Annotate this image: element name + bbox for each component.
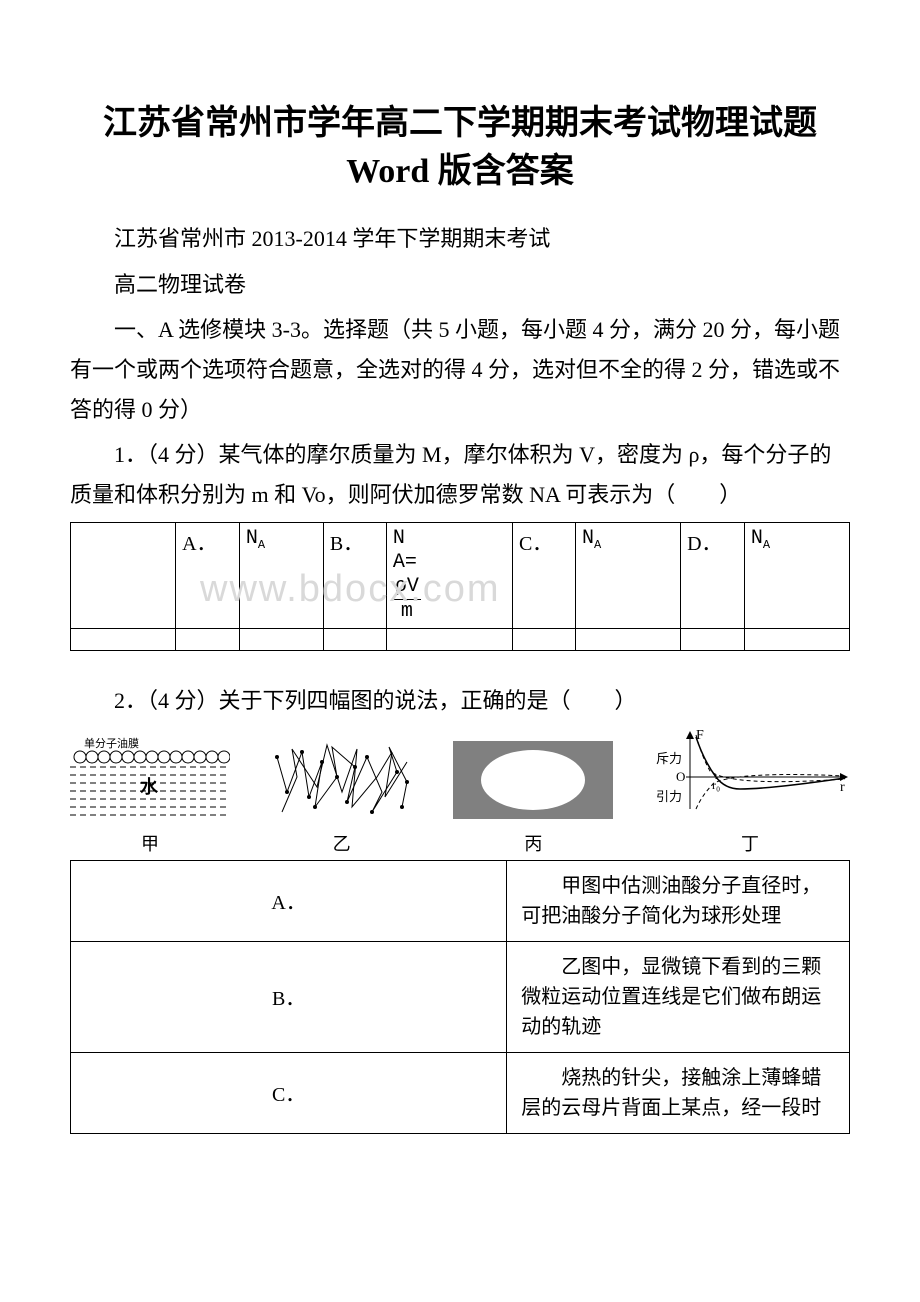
figure-bing: 丙 xyxy=(453,737,613,856)
table-row: B． 乙图中，显微镜下看到的三颗微粒运动位置连线是它们做布朗运动的轨迹 xyxy=(71,941,850,1052)
q2-option-a-text: 甲图中估测油酸分子直径时，可把油酸分子简化为球形处理 xyxy=(507,860,850,941)
q1-option-d-label: D． xyxy=(681,523,745,629)
subtitle-line-2: 高二物理试卷 xyxy=(70,265,850,305)
figure-yi: 乙 xyxy=(267,737,417,856)
table-row: C． 烧热的针尖，接触涂上薄蜂蜡层的云母片背面上某点，经一段时 xyxy=(71,1052,850,1133)
figure-ding: F 斥力 O 引力 r r₀ 丁 xyxy=(650,727,850,856)
table-row: A． 甲图中估测油酸分子直径时，可把油酸分子简化为球形处理 xyxy=(71,860,850,941)
white-ellipse-icon xyxy=(481,750,585,810)
q1-option-a-label: A． xyxy=(176,523,240,629)
fig-bing-label: 丙 xyxy=(453,830,613,856)
figure-jia: 单分子油膜 水 甲 xyxy=(70,737,230,856)
q2-option-b-text: 乙图中，显微镜下看到的三颗微粒运动位置连线是它们做布朗运动的轨迹 xyxy=(507,941,850,1052)
q1-option-c-formula: NA xyxy=(576,523,681,629)
fig-ding-O-label: O xyxy=(676,769,685,784)
q1-option-b-label: B． xyxy=(323,523,386,629)
fig-jia-water-label: 水 xyxy=(140,776,159,797)
q1-option-b-formula: N A= ρVm xyxy=(386,523,512,629)
fig-ding-label: 丁 xyxy=(650,830,850,856)
fig-jia-caption: 单分子油膜 xyxy=(84,737,139,750)
fig-jia-label: 甲 xyxy=(70,830,230,856)
q2-option-a-letter: A． xyxy=(71,860,507,941)
q1-option-d-formula: NA xyxy=(744,523,849,629)
q2-option-c-letter: C． xyxy=(71,1052,507,1133)
question-1-text: 1．（4 分）某气体的摩尔质量为 M，摩尔体积为 V，密度为 ρ，每个分子的质量… xyxy=(70,435,850,514)
brownian-path-icon xyxy=(277,745,407,812)
fig-ding-repulsion-label: 斥力 xyxy=(656,751,682,766)
fig-ding-r-label: r xyxy=(840,780,845,795)
question-2-figures-row: 单分子油膜 水 甲 xyxy=(70,727,850,856)
document-title: 江苏省常州市学年高二下学期期末考试物理试题 Word 版含答案 xyxy=(70,100,850,195)
question-2-text: 2．（4 分）关于下列四幅图的说法，正确的是（ ） xyxy=(70,681,850,721)
q2-option-c-text: 烧热的针尖，接触涂上薄蜂蜡层的云母片背面上某点，经一段时 xyxy=(507,1052,850,1133)
q1-option-a-formula: NA xyxy=(239,523,323,629)
section-a-heading: 一、A 选修模块 3-3。选择题（共 5 小题，每小题 4 分，满分 20 分，… xyxy=(70,310,850,429)
question-2-options-table: A． 甲图中估测油酸分子直径时，可把油酸分子简化为球形处理 B． 乙图中，显微镜… xyxy=(70,860,850,1134)
fig-yi-label: 乙 xyxy=(267,830,417,856)
fig-ding-attraction-label: 引力 xyxy=(656,789,682,804)
subtitle-line-1: 江苏省常州市 2013-2014 学年下学期期末考试 xyxy=(70,219,850,259)
oil-molecules-icon xyxy=(74,751,230,763)
question-1-options-table: A． NA B． N A= ρVm C． NA D． NA xyxy=(70,522,850,651)
q2-option-b-letter: B． xyxy=(71,941,507,1052)
q1-option-c-label: C． xyxy=(512,523,575,629)
